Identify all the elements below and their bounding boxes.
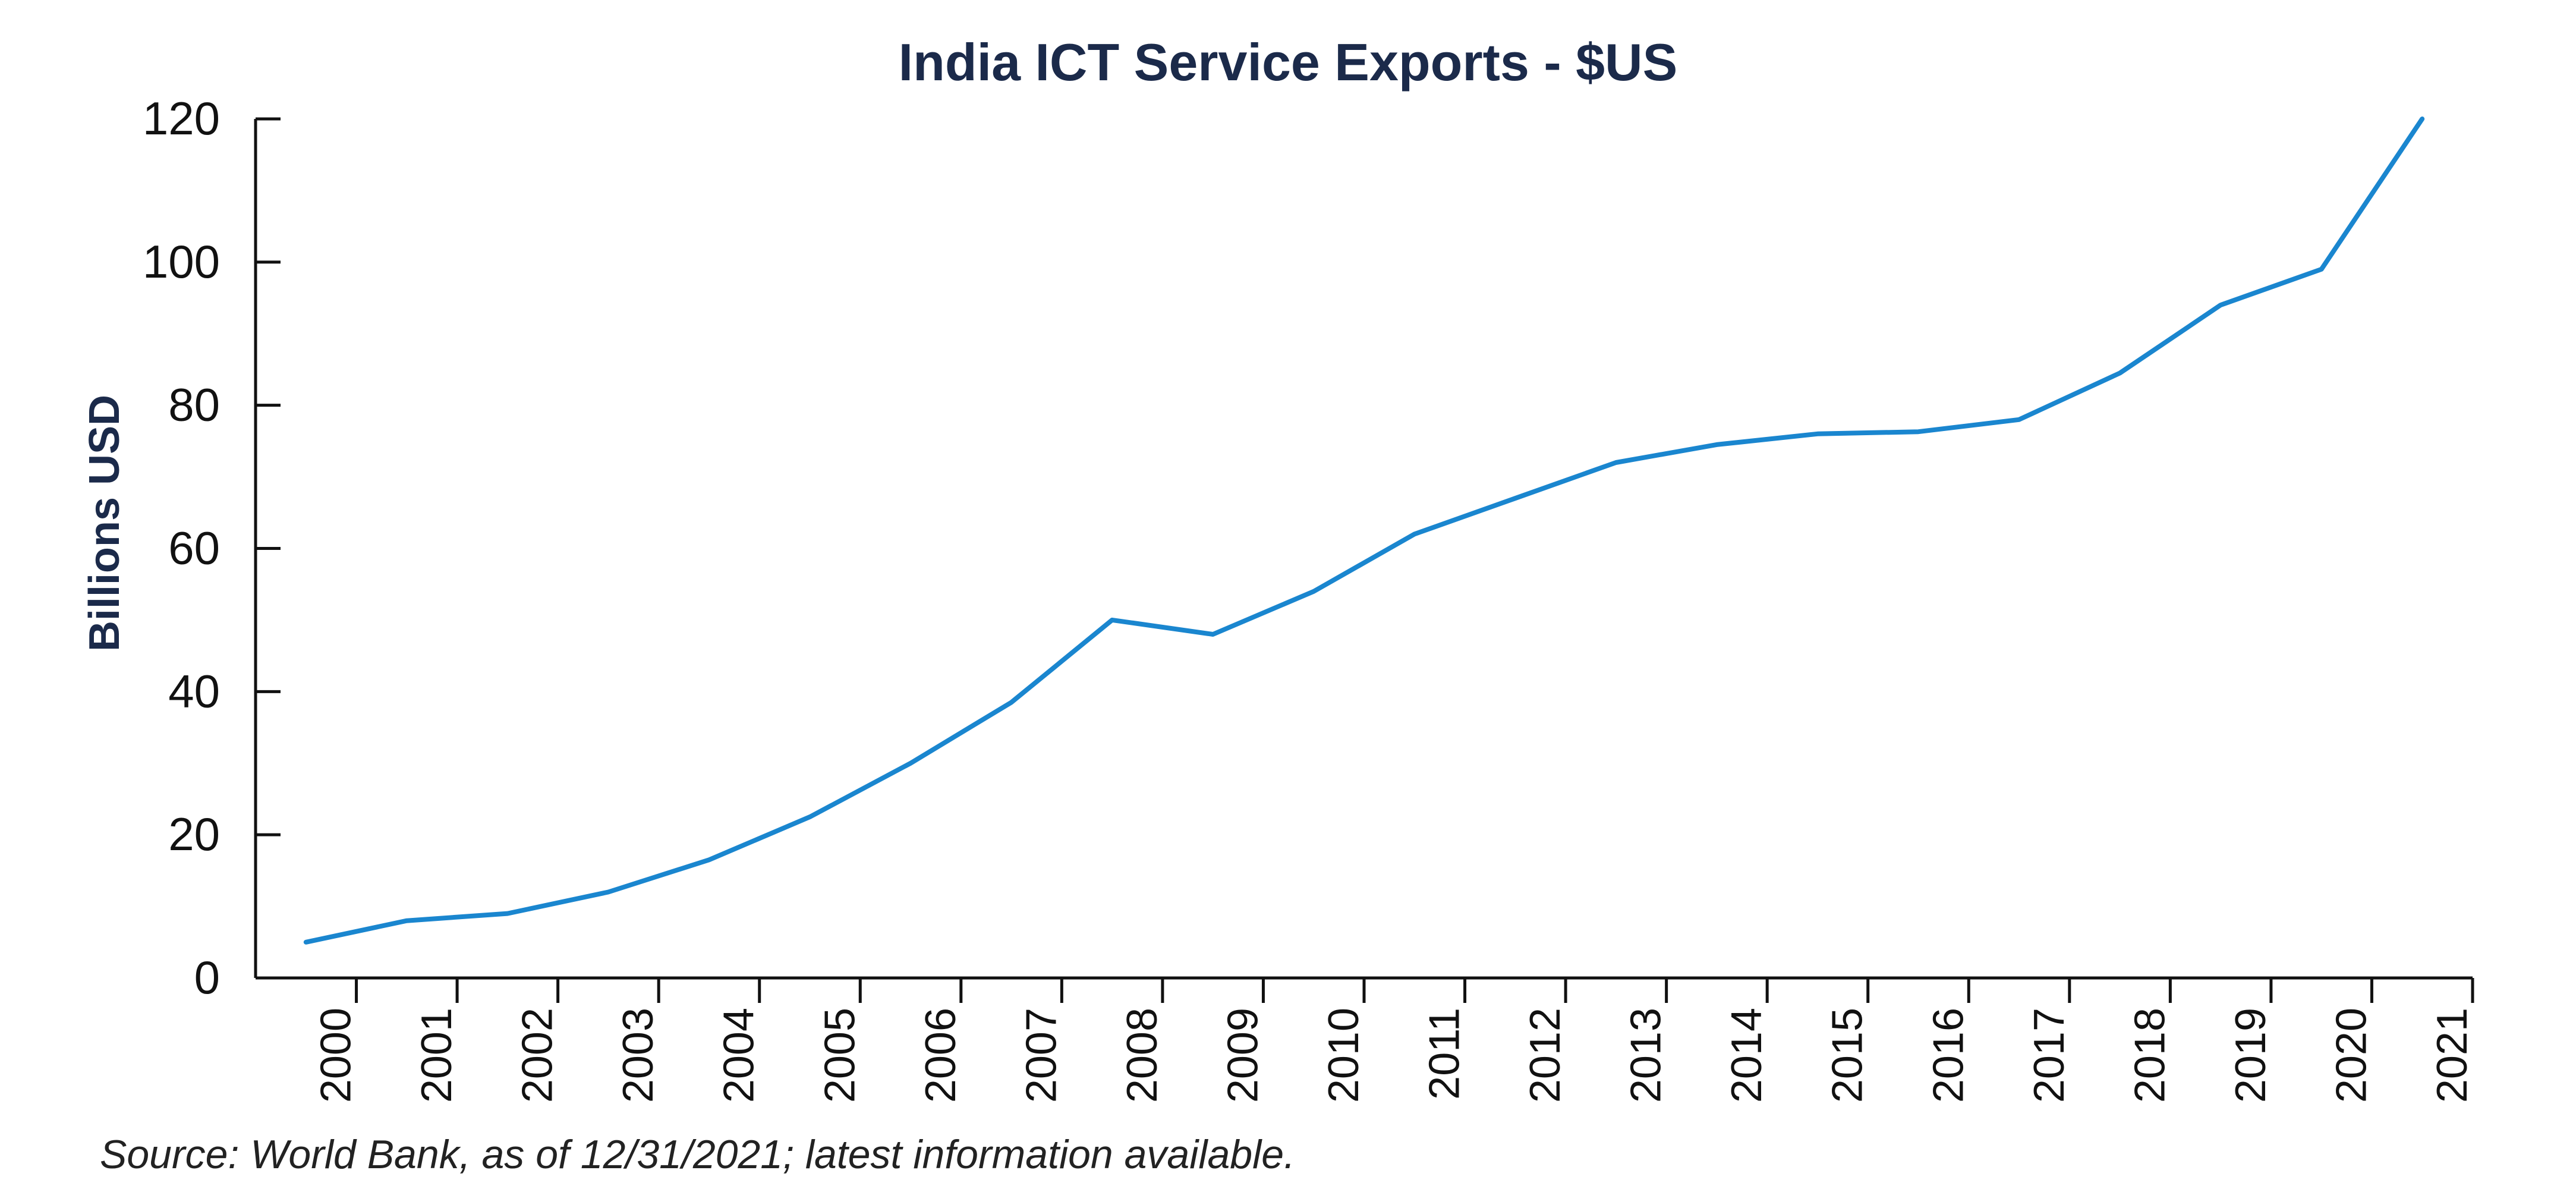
x-tick-label: 2018 (2126, 1008, 2174, 1103)
y-tick-label: 0 (194, 951, 220, 1004)
axes (254, 119, 2473, 980)
y-tick-label: 20 (168, 808, 220, 860)
x-tick-label: 2021 (2429, 1008, 2476, 1103)
source-note: Source: World Bank, as of 12/31/2021; la… (100, 1132, 1295, 1177)
x-tick-label: 2010 (1320, 1008, 1368, 1103)
x-tick-label: 2017 (2026, 1008, 2073, 1103)
chart-title: India ICT Service Exports - $US (899, 33, 1678, 92)
y-tick-label: 40 (168, 665, 220, 717)
x-tick-label: 2003 (615, 1008, 662, 1103)
y-axis-label: Billions USD (81, 395, 128, 652)
x-tick-label: 2000 (313, 1008, 360, 1103)
series-line (303, 117, 2425, 945)
y-tick-label: 80 (168, 379, 220, 431)
x-tick-label: 2013 (1623, 1008, 1670, 1103)
y-tick-label: 100 (143, 235, 220, 288)
x-tick-label: 2006 (917, 1008, 965, 1103)
x-tick-label: 2020 (2328, 1008, 2375, 1103)
y-ticks: 0 20 40 60 80 100 120 (143, 92, 281, 1004)
series-group (303, 117, 2425, 945)
y-tick-label: 60 (168, 522, 220, 574)
x-tick-label: 2001 (413, 1008, 461, 1103)
y-tick-label: 120 (143, 92, 220, 144)
x-tick-label: 2007 (1018, 1008, 1065, 1103)
x-tick-label: 2004 (716, 1008, 763, 1103)
x-tick-label: 2002 (514, 1008, 562, 1103)
x-tick-label: 2015 (1824, 1008, 1872, 1103)
x-tick-label: 2011 (1421, 1008, 1469, 1100)
x-tick-label: 2014 (1723, 1008, 1771, 1103)
x-tick-label: 2016 (1925, 1008, 1972, 1103)
x-tick-label: 2008 (1119, 1008, 1166, 1103)
x-ticks: 2000 2001 2002 2003 2004 2005 2006 2007 2008 2009… (313, 978, 2476, 1103)
x-tick-label: 2019 (2227, 1008, 2275, 1103)
x-tick-label: 2012 (1522, 1008, 1569, 1103)
x-tick-label: 2005 (816, 1008, 864, 1103)
x-tick-label: 2009 (1219, 1008, 1267, 1103)
